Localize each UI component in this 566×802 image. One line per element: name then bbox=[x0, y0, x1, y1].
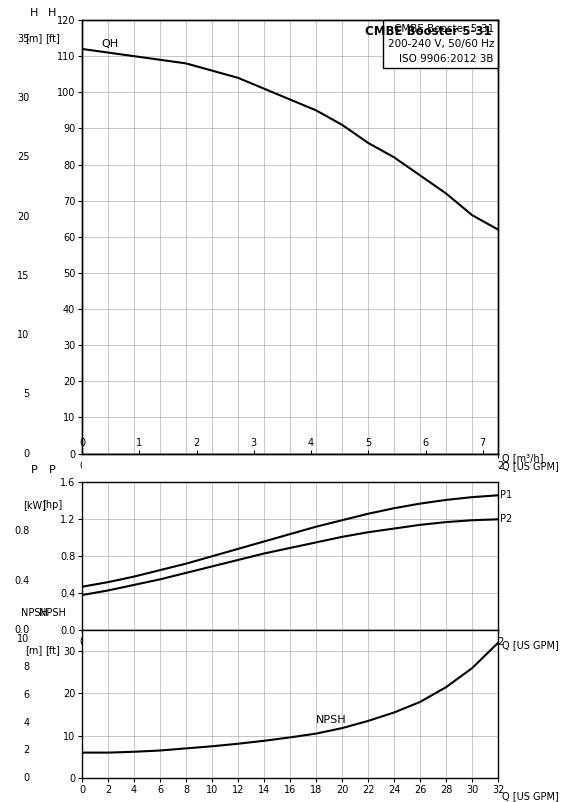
Text: [m]: [m] bbox=[25, 645, 43, 655]
Text: P1: P1 bbox=[500, 490, 512, 500]
Text: P: P bbox=[31, 465, 37, 475]
Text: [kW]: [kW] bbox=[23, 500, 46, 510]
Text: 8: 8 bbox=[23, 662, 29, 672]
Text: 15: 15 bbox=[17, 271, 29, 281]
Text: CMBE Booster 5-31: CMBE Booster 5-31 bbox=[365, 25, 492, 38]
Text: QH: QH bbox=[101, 39, 119, 49]
Text: 0: 0 bbox=[23, 448, 29, 459]
Text: [ft]: [ft] bbox=[45, 33, 59, 43]
Text: NPSH: NPSH bbox=[38, 609, 66, 618]
Text: 30: 30 bbox=[17, 93, 29, 103]
Text: H: H bbox=[48, 8, 56, 18]
Text: NPSH: NPSH bbox=[316, 715, 347, 725]
Text: Q [US GPM]: Q [US GPM] bbox=[502, 641, 559, 650]
Text: CMBE Booster 5-31
200-240 V, 50/60 Hz
ISO 9906:2012 3B: CMBE Booster 5-31 200-240 V, 50/60 Hz IS… bbox=[388, 24, 494, 64]
Text: 25: 25 bbox=[17, 152, 29, 162]
Text: P2: P2 bbox=[500, 514, 512, 525]
Text: 0.4: 0.4 bbox=[14, 576, 29, 585]
Text: 10: 10 bbox=[17, 330, 29, 340]
Text: 4: 4 bbox=[23, 718, 29, 727]
Text: Q [US GPM]: Q [US GPM] bbox=[502, 461, 559, 472]
Text: NPSH: NPSH bbox=[21, 609, 48, 618]
Text: 6: 6 bbox=[23, 690, 29, 700]
Text: 0.0: 0.0 bbox=[14, 625, 29, 635]
Text: 0.8: 0.8 bbox=[14, 526, 29, 536]
Text: 5: 5 bbox=[23, 389, 29, 399]
Text: 0: 0 bbox=[23, 773, 29, 783]
Text: P: P bbox=[49, 465, 55, 475]
Text: Q [US GPM]: Q [US GPM] bbox=[502, 792, 559, 801]
Text: 20: 20 bbox=[17, 212, 29, 221]
Text: H: H bbox=[30, 8, 38, 18]
Text: 35: 35 bbox=[17, 34, 29, 44]
Text: [m]: [m] bbox=[25, 33, 43, 43]
Text: [ft]: [ft] bbox=[45, 645, 59, 655]
Text: 2: 2 bbox=[23, 745, 29, 755]
Text: 10: 10 bbox=[17, 634, 29, 644]
Text: [hp]: [hp] bbox=[42, 500, 62, 510]
Text: Q [m³/h]: Q [m³/h] bbox=[502, 454, 544, 464]
